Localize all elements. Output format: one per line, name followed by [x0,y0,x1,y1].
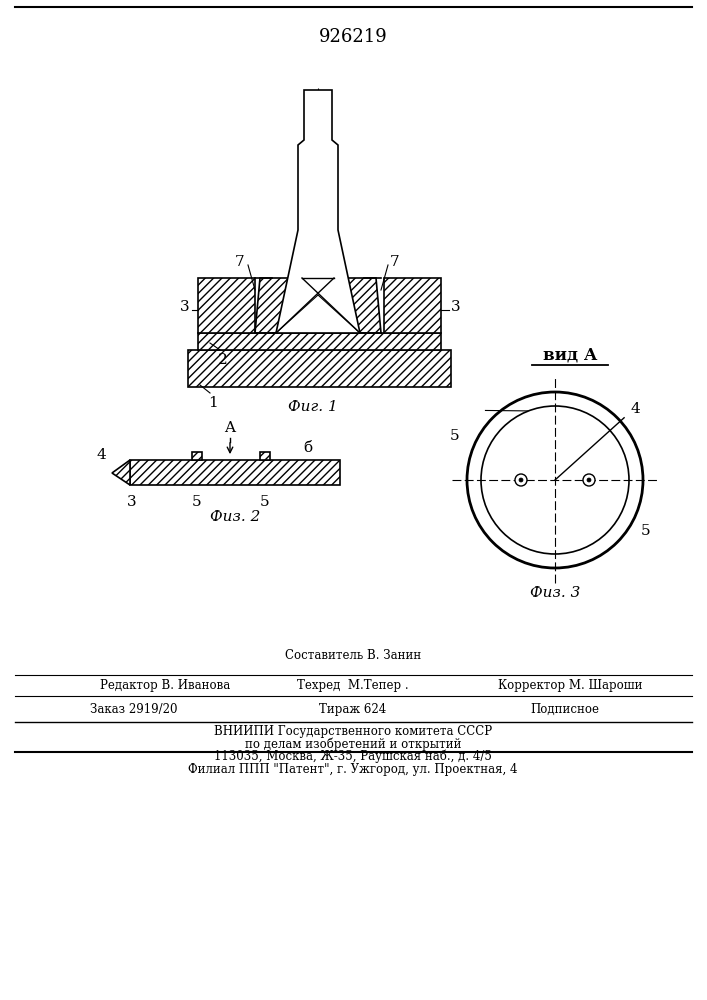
Polygon shape [318,278,381,333]
Bar [198,278,255,333]
Text: Корректор М. Шароши: Корректор М. Шароши [498,680,642,692]
Circle shape [587,478,591,482]
Text: по делам изобретений и открытий: по делам изобретений и открытий [245,737,461,751]
Polygon shape [255,278,318,333]
Text: Составитель В. Занин: Составитель В. Занин [285,649,421,662]
Circle shape [515,474,527,486]
Polygon shape [112,460,130,485]
Text: 4: 4 [631,402,640,416]
Text: 2: 2 [218,353,228,367]
Bar [188,350,451,387]
Text: 5: 5 [192,495,201,509]
Text: 7: 7 [390,255,399,269]
Text: 7: 7 [235,255,244,269]
Circle shape [481,406,629,554]
Text: Заказ 2919/20: Заказ 2919/20 [90,702,177,716]
Text: Филиал ППП "Патент", г. Ужгород, ул. Проектная, 4: Филиал ППП "Патент", г. Ужгород, ул. Про… [188,764,518,776]
Text: Физ. 2: Физ. 2 [210,510,260,524]
Text: Редактор В. Иванова: Редактор В. Иванова [100,680,230,692]
Text: Фиг. 1: Фиг. 1 [288,400,338,414]
Bar [384,278,441,333]
Text: Тираж 624: Тираж 624 [320,702,387,716]
Text: 4: 4 [96,448,106,462]
Text: 3: 3 [127,495,137,509]
Text: вид А: вид А [543,347,597,364]
Bar [130,460,340,485]
Bar [192,452,202,460]
Text: 113035, Москва, Ж-35, Раушская наб., д. 4/5: 113035, Москва, Ж-35, Раушская наб., д. … [214,749,492,763]
Text: 5: 5 [641,524,650,538]
Polygon shape [272,90,364,333]
Text: 926219: 926219 [319,28,387,46]
Text: A: A [225,421,235,435]
Text: 3: 3 [451,300,461,314]
Text: ВНИИПИ Государственного комитета СССР: ВНИИПИ Государственного комитета СССР [214,726,492,738]
Text: 5: 5 [450,429,459,443]
Bar [260,452,270,460]
Circle shape [467,392,643,568]
Circle shape [519,478,523,482]
Text: 3: 3 [180,300,190,314]
Text: б: б [303,441,312,455]
Text: Подписное: Подписное [530,702,600,716]
Text: Техред  М.Тепер .: Техред М.Тепер . [297,680,409,692]
Text: 5: 5 [260,495,270,509]
Text: Физ. 3: Физ. 3 [530,586,580,600]
Text: 1: 1 [208,396,218,410]
Circle shape [583,474,595,486]
Bar [198,333,441,350]
